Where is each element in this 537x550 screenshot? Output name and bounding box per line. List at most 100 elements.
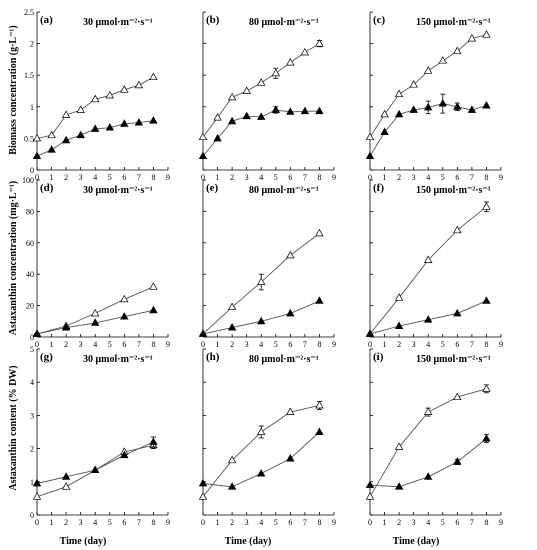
data-point [257,468,266,477]
data-point [149,72,158,81]
y-tick-label: 60 [26,239,34,248]
series-filled-triangle [365,434,491,490]
data-point [61,135,71,144]
data-point [61,322,71,331]
y-tick-label: 1.5 [24,71,34,80]
x-tick-label: 9 [332,518,336,527]
data-point [257,277,266,285]
data-point [257,78,266,86]
data-point [198,492,208,500]
data-point [438,56,447,64]
y-tick-label: 0.5 [24,134,34,143]
data-point [453,308,462,317]
x-tick-label: 8 [484,340,488,349]
data-point [482,434,491,442]
data-point [61,110,71,118]
panel-label: (a) [40,14,53,26]
x-tick-label: 1 [50,173,54,182]
series-filled-triangle [198,105,324,160]
data-point [424,407,433,415]
x-tick-label: 0 [368,340,372,349]
x-tick-label: 6 [288,340,292,349]
data-point [76,130,85,139]
data-point [91,308,100,317]
series-filled-triangle [32,116,158,160]
data-point [394,89,404,98]
x-tick-label: 0 [368,173,372,182]
panel-h: 0 1 2 3 4 5 6 7 8 9 (h) 80 μmol·m⁻²·s⁻¹ [198,348,336,527]
data-point [271,68,280,77]
series-filled-triangle [198,296,324,337]
x-tick-label: 4 [259,340,263,349]
series-filled-triangle [32,305,158,337]
data-point [467,33,477,42]
light-intensity-label: 30 μmol·m⁻²·s⁻¹ [83,185,153,196]
light-intensity-label: 150 μmol·m⁻²·s⁻¹ [416,185,491,196]
y-tick-label: 0 [30,333,34,342]
x-tick-label: 5 [108,340,112,349]
panels-group: 0 0.5 1 1.5 2 2.5 0 1 2 3 4 5 6 7 8 9 (a) 30 μmol·m⁻²·s⁻¹… [22,8,503,527]
data-point [120,85,129,93]
data-point [91,465,100,474]
data-point [149,282,158,290]
x-tick-label: 2 [230,340,234,349]
x-tick-label: 3 [412,340,416,349]
x-tick-label: 6 [455,340,459,349]
light-intensity-label: 30 μmol·m⁻²·s⁻¹ [83,354,153,365]
x-tick-label: 0 [35,173,39,182]
x-tick-label: 2 [397,340,401,349]
x-tick-label: 4 [259,173,263,182]
light-intensity-label: 80 μmol·m⁻²·s⁻¹ [249,185,319,196]
data-point [394,293,404,301]
data-point [213,133,222,142]
x-tick-label: 3 [79,340,83,349]
x-tick-label: 2 [397,173,401,182]
data-point [227,455,237,464]
series-line [369,206,487,335]
panel-i: 0 1 2 3 4 5 6 7 8 9 (i) 150 μmol·m⁻²·s⁻¹ [365,348,503,527]
x-tick-label: 8 [317,340,321,349]
data-point [394,442,404,450]
x-tick-label: 1 [216,518,220,527]
x-tick-label: 2 [230,173,234,182]
x-tick-label: 6 [122,518,126,527]
x-tick-label: 7 [470,340,474,349]
data-point [47,130,56,139]
data-point [365,132,375,141]
x-tick-label: 4 [426,173,430,182]
data-point [198,478,208,487]
series-filled-triangle [365,93,491,160]
light-intensity-label: 80 μmol·m⁻²·s⁻¹ [249,354,319,365]
data-point [120,450,129,459]
data-point [32,478,42,487]
data-point [424,255,433,263]
data-point [394,321,404,329]
data-point [32,492,42,500]
data-point [365,329,375,337]
x-tick-label: 1 [383,518,387,527]
data-point [91,318,100,326]
y-tick-label: 40 [26,270,34,279]
x-tick-label: 9 [332,340,336,349]
light-intensity-label: 80 μmol·m⁻²·s⁻¹ [249,17,319,28]
data-point [365,480,375,489]
x-tick-label: 8 [151,518,155,527]
data-point [286,308,295,317]
series-filled-triangle [198,427,324,490]
x-tick-label: 6 [288,518,292,527]
x-tick-label: 0 [201,340,205,349]
y-tick-label: 2.5 [24,8,34,17]
x-tick-label: 0 [368,518,372,527]
x-tick-label: 7 [303,340,307,349]
data-point [453,102,462,110]
x-tick-label: 4 [259,518,263,527]
data-point [257,112,266,120]
x-tick-label: 9 [166,518,170,527]
ylabel-biomass: Biomass concentration (g·L⁻¹) [8,25,19,154]
data-point [286,107,295,115]
x-tick-label: 4 [93,173,97,182]
x-tick-label: 8 [151,173,155,182]
data-point [91,94,100,103]
data-point [242,86,251,94]
data-point [453,46,462,55]
